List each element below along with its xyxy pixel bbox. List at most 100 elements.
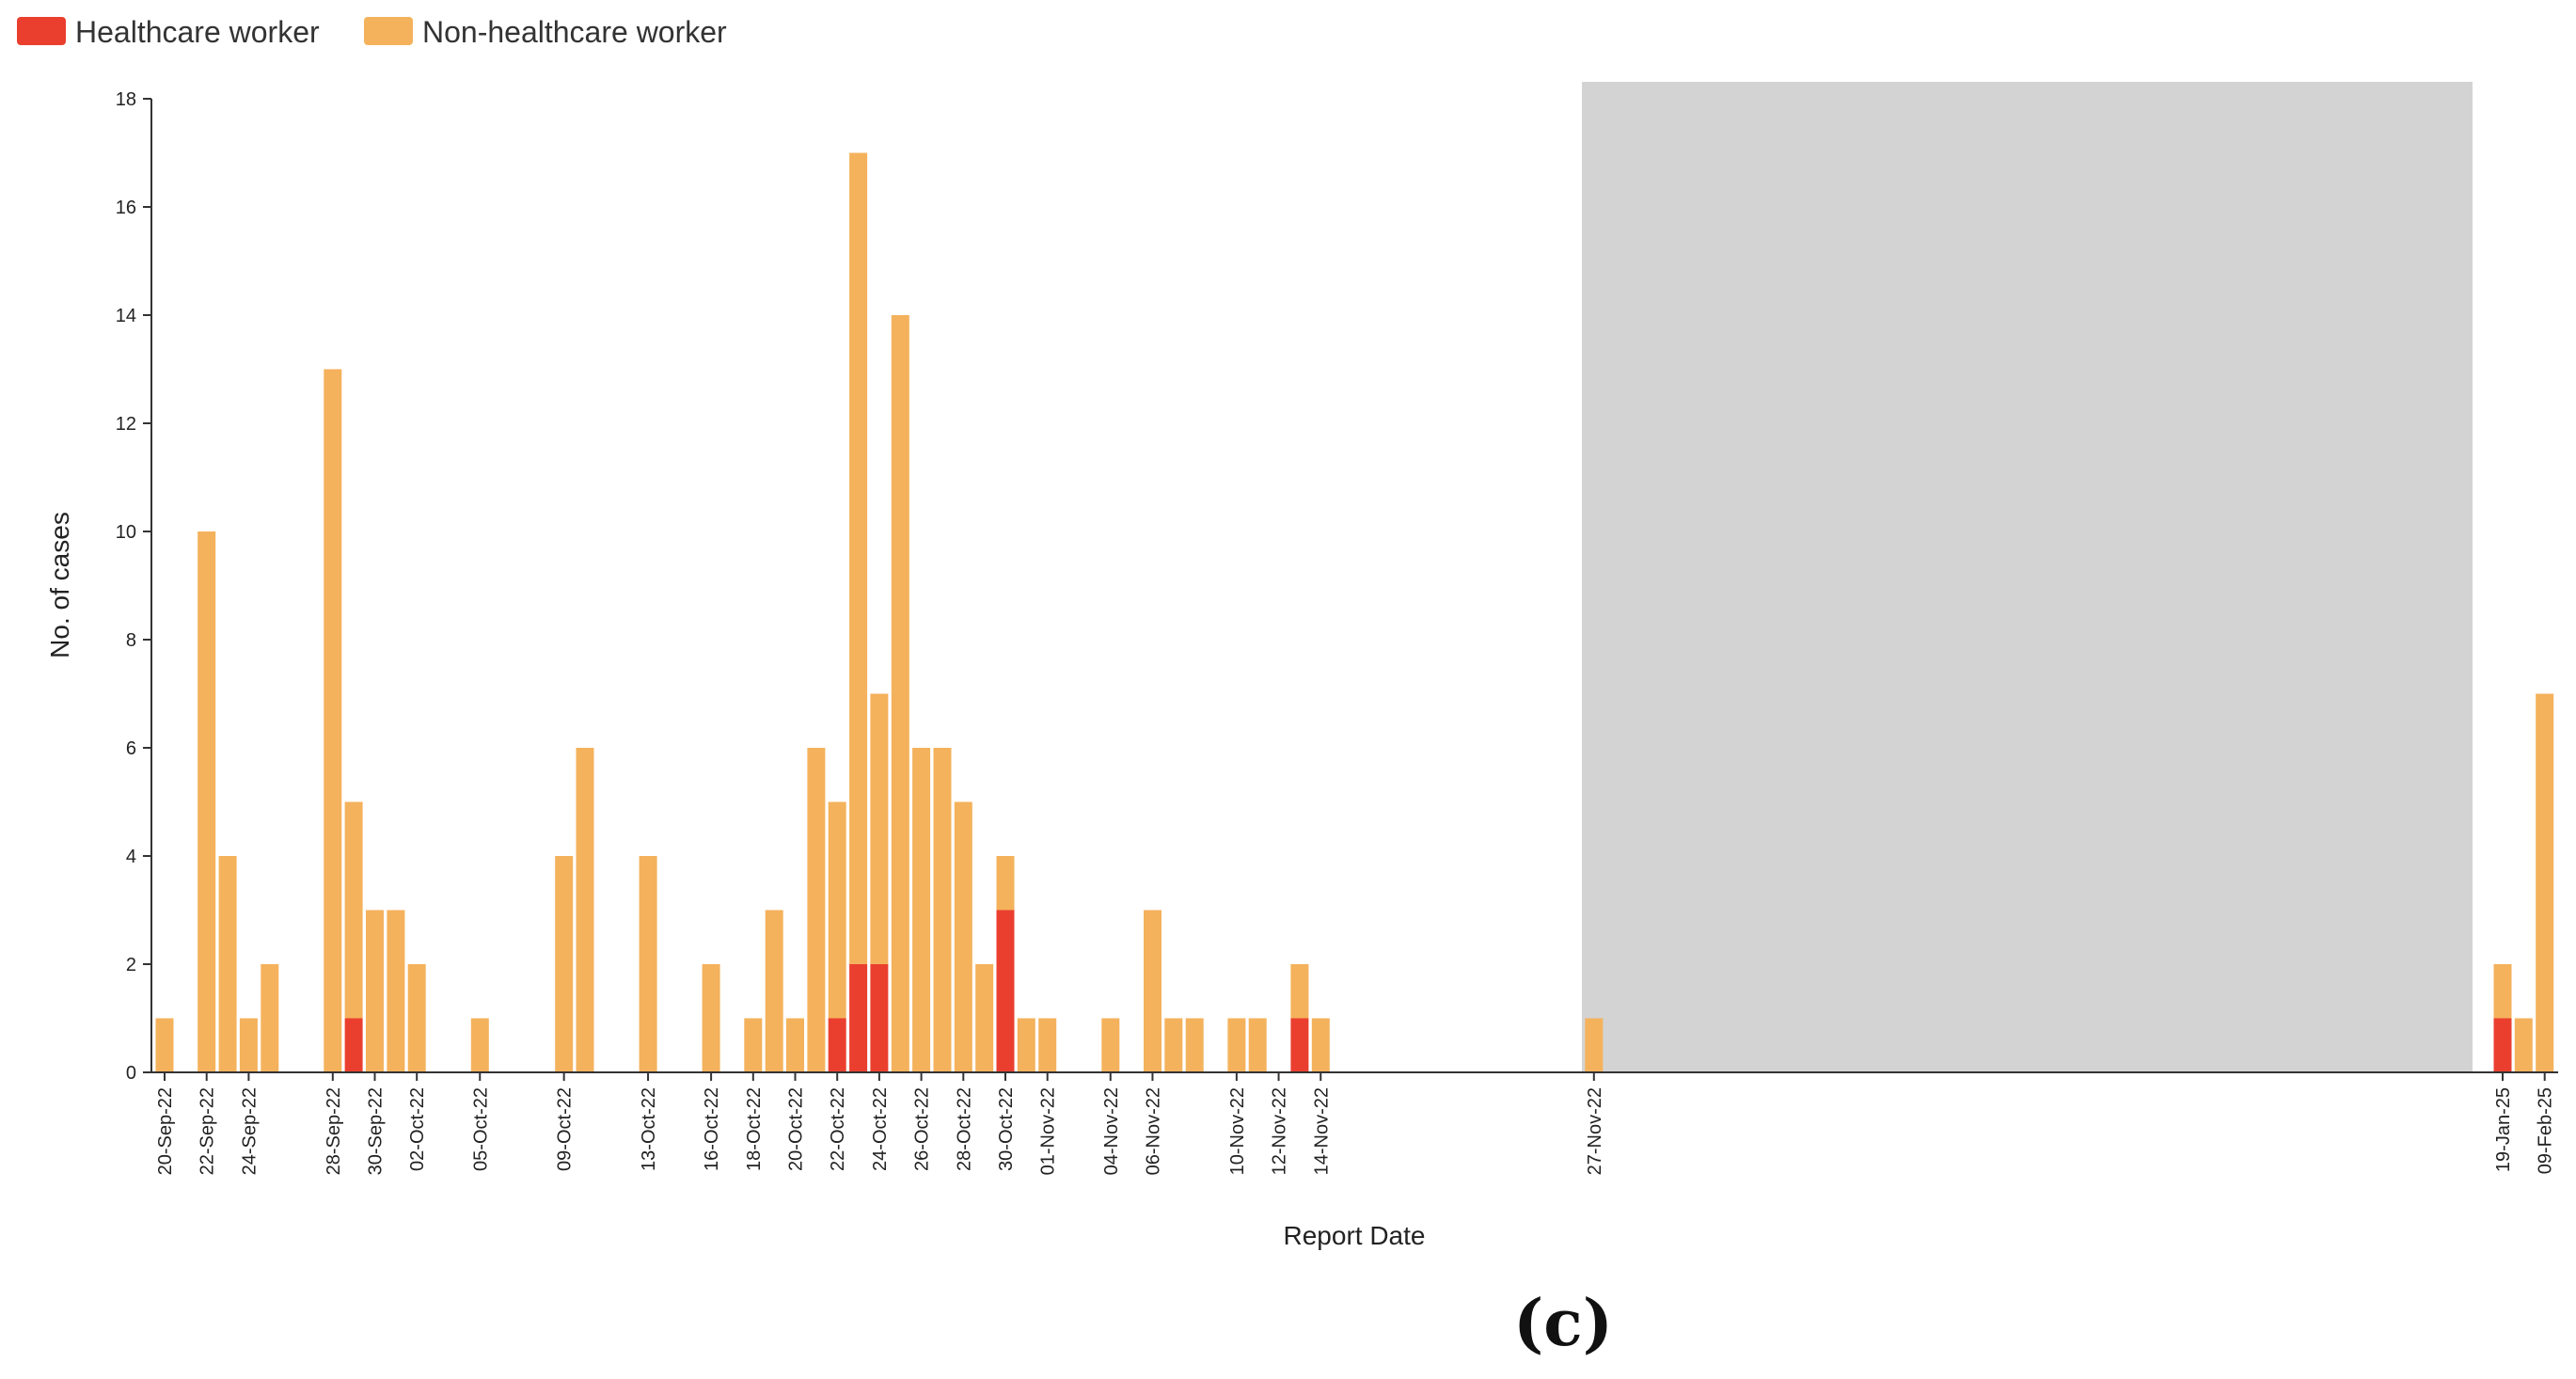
bar-non-healthcare xyxy=(387,910,405,1072)
bar-non-healthcare xyxy=(407,964,426,1072)
bars-group xyxy=(155,152,2554,1072)
x-axis-title: Report Date xyxy=(1284,1221,1426,1250)
x-tick-label: 30-Sep-22 xyxy=(366,1087,387,1175)
bar-non-healthcare xyxy=(218,856,237,1072)
x-tick-label: 10-Nov-22 xyxy=(1227,1087,1248,1175)
bar-non-healthcare xyxy=(912,748,931,1072)
bar-healthcare xyxy=(996,910,1015,1072)
x-tick-label: 12-Nov-22 xyxy=(1270,1087,1290,1175)
bar-non-healthcare xyxy=(933,748,952,1072)
bar-non-healthcare xyxy=(155,1018,174,1072)
x-tick-label: 13-Oct-22 xyxy=(639,1087,659,1171)
y-axis: 0 2 4 6 8 10 12 14 16 18 xyxy=(116,89,152,1084)
x-tick-label: 26-Oct-22 xyxy=(912,1087,933,1171)
y-tick-label: 10 xyxy=(116,522,136,543)
bar-non-healthcare xyxy=(1585,1018,1604,1072)
bar-non-healthcare xyxy=(470,1018,489,1072)
x-tick-label: 09-Oct-22 xyxy=(555,1087,576,1171)
legend-swatch-healthcare xyxy=(17,17,66,45)
x-tick-label: 16-Oct-22 xyxy=(702,1087,722,1171)
x-tick-label: 19-Jan-25 xyxy=(2493,1087,2514,1172)
x-tick-label: 02-Oct-22 xyxy=(407,1087,428,1171)
x-tick-label: 14-Nov-22 xyxy=(1311,1087,1332,1175)
bar-non-healthcare xyxy=(870,693,889,964)
bar-non-healthcare xyxy=(1290,964,1309,1019)
bar-non-healthcare xyxy=(1164,1018,1183,1072)
bar-non-healthcare xyxy=(1017,1018,1035,1072)
x-tick-label: 28-Oct-22 xyxy=(954,1087,974,1171)
x-tick-label: 30-Oct-22 xyxy=(996,1087,1017,1171)
legend-label-non-healthcare: Non-healthcare worker xyxy=(422,15,727,49)
bar-non-healthcare xyxy=(702,964,720,1072)
y-axis-title: No. of cases xyxy=(45,512,74,658)
y-tick-label: 16 xyxy=(116,198,136,218)
bar-non-healthcare xyxy=(1144,910,1162,1072)
y-tick-label: 0 xyxy=(126,1063,136,1084)
y-tick-label: 18 xyxy=(116,89,136,110)
bar-healthcare xyxy=(2493,1018,2512,1072)
bar-non-healthcare xyxy=(1101,1018,1120,1072)
bar-non-healthcare xyxy=(344,801,363,1019)
x-tick-label: 05-Oct-22 xyxy=(470,1087,491,1171)
bar-healthcare xyxy=(344,1018,363,1072)
axis-break-band xyxy=(1582,82,2473,1072)
bar-non-healthcare xyxy=(576,748,594,1072)
bar-non-healthcare xyxy=(849,152,868,964)
y-tick-label: 14 xyxy=(116,306,136,326)
x-tick-label: 22-Oct-22 xyxy=(828,1087,848,1171)
x-tick-label: 28-Sep-22 xyxy=(324,1087,344,1175)
bar-non-healthcare xyxy=(261,964,279,1072)
x-axis: 20-Sep-22 22-Sep-22 24-Sep-22 28-Sep-22 30-S… xyxy=(151,1071,2558,1175)
bar-non-healthcare xyxy=(2493,964,2512,1019)
x-tick-label: 24-Sep-22 xyxy=(239,1087,260,1175)
y-tick-label: 4 xyxy=(126,847,136,867)
x-tick-label: 20-Sep-22 xyxy=(155,1087,176,1175)
legend-item-non-healthcare[interactable]: Non-healthcare worker xyxy=(364,15,727,49)
legend-item-healthcare[interactable]: Healthcare worker xyxy=(17,15,320,49)
x-tick-label: 09-Feb-25 xyxy=(2536,1087,2556,1174)
bar-non-healthcare xyxy=(639,856,657,1072)
bar-healthcare xyxy=(870,964,889,1072)
x-tick-label: 01-Nov-22 xyxy=(1038,1087,1059,1175)
bar-non-healthcare xyxy=(807,748,826,1072)
bar-non-healthcare xyxy=(1185,1018,1204,1072)
bar-non-healthcare xyxy=(324,369,342,1072)
bar-non-healthcare xyxy=(1248,1018,1267,1072)
x-tick-label: 04-Nov-22 xyxy=(1101,1087,1122,1175)
bar-non-healthcare xyxy=(2536,693,2554,1072)
legend-swatch-non-healthcare xyxy=(364,17,413,45)
y-tick-label: 8 xyxy=(126,630,136,651)
x-tick-label: 24-Oct-22 xyxy=(870,1087,891,1171)
x-tick-label: 18-Oct-22 xyxy=(744,1087,765,1171)
bar-non-healthcare xyxy=(1038,1018,1057,1072)
bar-healthcare xyxy=(849,964,868,1072)
panel-label: (c) xyxy=(1513,1286,1613,1361)
bar-non-healthcare xyxy=(198,531,216,1072)
bar-non-healthcare xyxy=(239,1018,258,1072)
x-tick-label: 20-Oct-22 xyxy=(786,1087,807,1171)
bar-non-healthcare xyxy=(786,1018,804,1072)
bar-non-healthcare xyxy=(555,856,574,1072)
bar-non-healthcare xyxy=(2514,1018,2533,1072)
legend-label-healthcare: Healthcare worker xyxy=(75,15,320,49)
y-tick-label: 2 xyxy=(126,955,136,975)
bar-non-healthcare xyxy=(975,964,994,1072)
y-tick-label: 6 xyxy=(126,738,136,759)
bar-healthcare xyxy=(828,1018,846,1072)
x-tick-label: 06-Nov-22 xyxy=(1144,1087,1164,1175)
bar-non-healthcare xyxy=(954,801,972,1072)
legend: Healthcare worker Non-healthcare worker xyxy=(17,15,727,49)
bar-non-healthcare xyxy=(828,801,846,1019)
bar-non-healthcare xyxy=(1311,1018,1330,1072)
bar-healthcare xyxy=(1290,1018,1309,1072)
bar-non-healthcare xyxy=(1227,1018,1246,1072)
bar-non-healthcare xyxy=(744,1018,763,1072)
bar-non-healthcare xyxy=(765,910,783,1072)
y-tick-label: 12 xyxy=(116,414,136,435)
bar-non-healthcare xyxy=(366,910,384,1072)
bar-non-healthcare xyxy=(996,856,1015,911)
x-tick-label: 27-Nov-22 xyxy=(1585,1087,1605,1175)
bar-non-healthcare xyxy=(891,315,909,1072)
x-tick-label: 22-Sep-22 xyxy=(198,1087,218,1175)
